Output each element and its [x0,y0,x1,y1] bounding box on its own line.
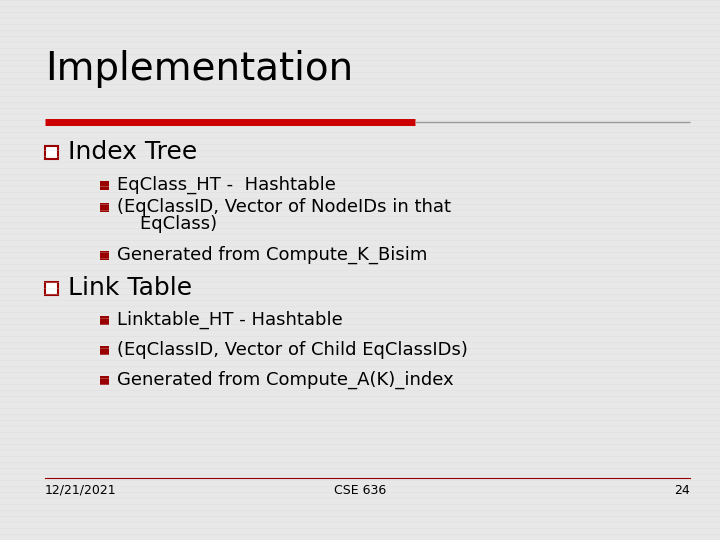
Text: Generated from Compute_A(K)_index: Generated from Compute_A(K)_index [117,371,454,389]
Bar [100,375,109,384]
Text: (EqClassID, Vector of Child EqClassIDs): (EqClassID, Vector of Child EqClassIDs) [117,341,468,359]
Text: Generated from Compute_K_Bisim: Generated from Compute_K_Bisim [117,246,428,264]
Text: Link Table: Link Table [68,276,192,300]
Bar [45,145,58,159]
Bar [45,281,58,294]
Bar [100,346,109,354]
Text: 12/21/2021: 12/21/2021 [45,483,117,496]
Bar [100,180,109,190]
Text: Linktable_HT - Hashtable: Linktable_HT - Hashtable [117,311,343,329]
Text: Implementation: Implementation [45,50,353,88]
Bar [100,251,109,260]
Text: EqClass_HT -  Hashtable: EqClass_HT - Hashtable [117,176,336,194]
Text: 24: 24 [674,483,690,496]
Text: CSE 636: CSE 636 [334,483,386,496]
Text: EqClass): EqClass) [117,215,217,233]
Text: (EqClassID, Vector of NodeIDs in that: (EqClassID, Vector of NodeIDs in that [117,198,451,216]
Bar [100,202,109,212]
Text: Index Tree: Index Tree [68,140,197,164]
Bar [100,315,109,325]
